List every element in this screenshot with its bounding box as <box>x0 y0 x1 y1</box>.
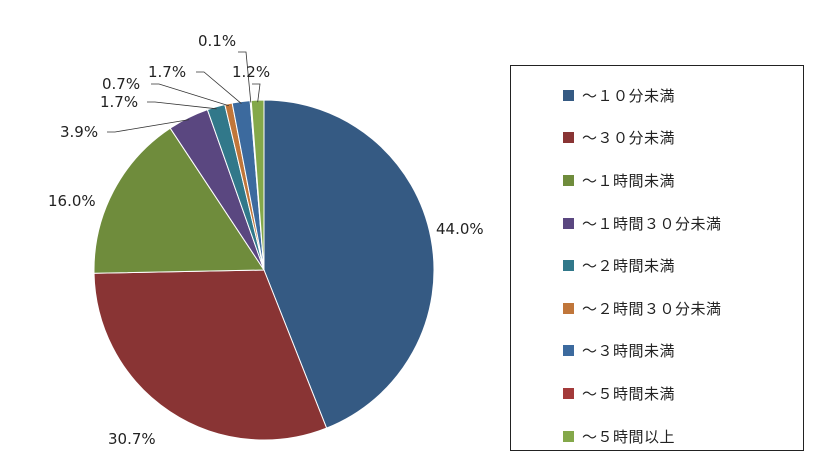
data-label: 1.2% <box>232 63 270 81</box>
legend-item: ～２時間３０分未満 <box>563 287 803 330</box>
legend-label: ～３０分未満 <box>582 129 676 148</box>
legend-label: ～２時間３０分未満 <box>582 299 722 318</box>
legend-swatch <box>563 430 574 442</box>
legend-label: ～１時間未満 <box>582 171 676 190</box>
pie-slice <box>93 269 328 441</box>
leader-line <box>238 51 252 103</box>
legend-item: ～１０分未満 <box>563 74 803 117</box>
legend-label: ～２時間未満 <box>582 257 676 276</box>
data-label: 16.0% <box>48 192 96 210</box>
leader-line <box>252 83 261 103</box>
legend-swatch <box>563 217 574 229</box>
legend-item: ～２時間未満 <box>563 244 803 287</box>
legend-label: ～１時間３０分未満 <box>582 214 722 233</box>
legend-item: ～５時間以上 <box>563 415 803 458</box>
data-label: 3.9% <box>60 123 98 141</box>
legend-item: ～３０分未満 <box>563 117 803 160</box>
leader-line <box>107 119 190 133</box>
chart-legend: ～１０分未満 ～３０分未満 ～１時間未満 ～１時間３０分未満 ～２時間未満 ～２時間３０分… <box>510 65 804 451</box>
data-label: 30.7% <box>108 430 156 448</box>
legend-swatch <box>563 260 574 272</box>
legend-swatch <box>563 89 574 101</box>
legend-item: ～１時間３０分未満 <box>563 202 803 245</box>
legend-swatch <box>563 302 574 314</box>
legend-item: ～１時間未満 <box>563 159 803 202</box>
legend-label: ～５時間未満 <box>582 384 676 403</box>
legend-label: ～３時間未満 <box>582 342 676 361</box>
pie-slice <box>93 127 265 274</box>
data-label: 1.7% <box>100 93 138 111</box>
data-label: 1.7% <box>148 63 186 81</box>
leader-line <box>151 83 230 107</box>
data-label: 0.1% <box>198 32 236 50</box>
leader-line <box>147 101 217 110</box>
data-label: 0.7% <box>102 75 140 93</box>
legend-item: ～５時間未満 <box>563 372 803 415</box>
legend-swatch <box>563 345 574 357</box>
data-label: 44.0% <box>436 220 484 238</box>
leader-line <box>196 71 242 104</box>
legend-swatch <box>563 387 574 399</box>
legend-label: ～５時間以上 <box>582 427 676 446</box>
legend-item: ～３時間未満 <box>563 330 803 373</box>
legend-swatch <box>563 174 574 186</box>
pie-chart: 44.0%30.7%16.0%3.9%1.7%0.7%1.7%0.1%1.2% <box>48 32 484 448</box>
pie-slice <box>263 99 435 429</box>
legend-swatch <box>563 132 574 144</box>
legend-label: ～１０分未満 <box>582 86 676 105</box>
